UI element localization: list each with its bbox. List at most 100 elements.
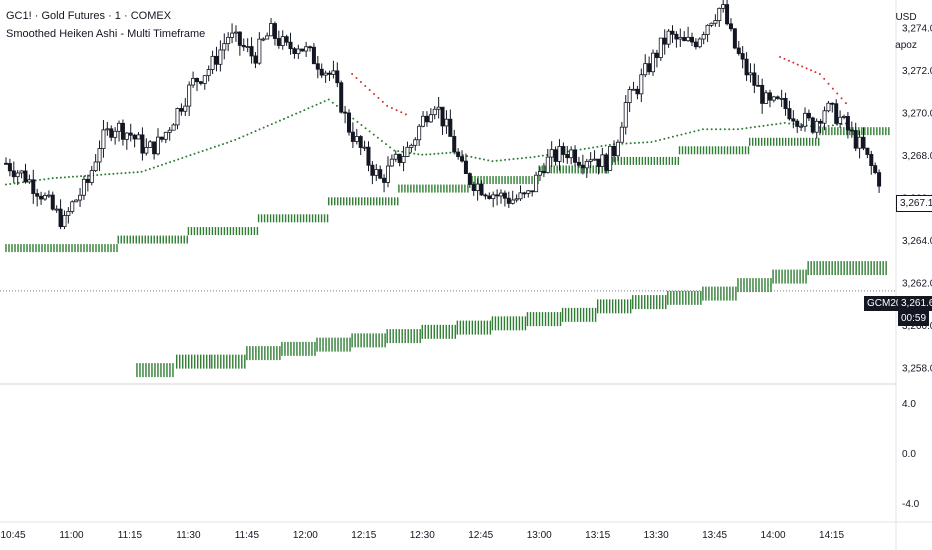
trail-dot-up — [389, 146, 392, 149]
candle-body — [795, 120, 800, 127]
trail-dot-up — [132, 171, 135, 174]
candle-body — [405, 146, 410, 157]
candle-body — [771, 96, 776, 101]
y-tick-label: 3,274.0 — [902, 23, 932, 34]
candle-body — [81, 178, 86, 196]
x-tick-label: 13:15 — [585, 530, 610, 541]
currency-label[interactable]: USD — [895, 12, 917, 23]
candle-body — [140, 134, 145, 154]
candle-body — [627, 89, 632, 103]
candle-body — [284, 36, 289, 43]
candle-body — [187, 84, 192, 107]
trail-dot-up — [728, 128, 731, 131]
trail-dot-up — [425, 153, 428, 156]
candle-body — [705, 24, 710, 35]
trail-dot-up — [152, 166, 155, 169]
trail-dot-up — [409, 151, 412, 154]
trail-dot-up — [715, 128, 718, 131]
candle-body — [545, 156, 550, 173]
trail-dot-down — [792, 61, 795, 64]
trail-dot-up — [401, 150, 404, 153]
trail-dot-down — [364, 84, 367, 87]
candle-body — [117, 122, 122, 132]
candle-body — [471, 184, 476, 192]
trail-dot-up — [169, 161, 172, 164]
trail-dot-up — [287, 116, 290, 119]
candle-body — [413, 139, 418, 146]
x-tick-label: 10:45 — [1, 530, 26, 541]
trail-dot-up — [376, 136, 379, 139]
candle-body — [643, 63, 648, 76]
candle-body — [651, 52, 656, 73]
trail-dot-up — [356, 120, 359, 123]
candle-body — [514, 198, 519, 201]
y-tick-label: 3,258.0 — [902, 363, 932, 374]
candle-body — [600, 154, 605, 167]
trail-dot-up — [39, 178, 42, 181]
candle-body — [499, 192, 504, 197]
candle-body — [682, 37, 687, 42]
trail-dot-up — [221, 143, 224, 146]
trail-dot-up — [520, 157, 523, 160]
trail-dot-up — [689, 131, 692, 134]
trail-dot-up — [282, 117, 285, 120]
candle-body — [214, 55, 219, 65]
trail-dot-up — [421, 153, 424, 156]
trail-dot-up — [51, 177, 54, 180]
candle-body — [269, 23, 274, 37]
countdown-tag: 00:59 — [898, 311, 930, 326]
candle-body — [222, 43, 227, 51]
trail-dot-up — [100, 173, 103, 176]
axis-tick-labels: 3,258.03,260.03,262.03,264.03,266.03,268… — [1, 23, 932, 541]
trail-dot-up — [258, 128, 261, 131]
trail-dot-up — [625, 142, 628, 145]
candle-body — [202, 75, 207, 84]
trail-dot-up — [487, 159, 490, 162]
x-tick-label: 11:00 — [59, 530, 84, 541]
candle-body — [744, 58, 749, 76]
trail-dot-up — [360, 124, 363, 127]
candle-body — [573, 149, 578, 163]
candle-body — [11, 170, 16, 178]
trail-dot-up — [667, 136, 670, 139]
candle-body — [218, 49, 223, 65]
trail-dot-up — [637, 141, 640, 144]
candle-body — [557, 146, 562, 162]
candle-body — [814, 120, 819, 133]
y-tick-label: 3,264.0 — [902, 236, 932, 247]
candle-body — [826, 102, 831, 112]
candle-body — [304, 46, 309, 52]
trail-dot-down — [823, 77, 826, 80]
trail-dot-up — [5, 183, 7, 186]
trail-dot-up — [197, 151, 200, 154]
indicator-name[interactable]: Smoothed Heiken Ashi - Multi Timeframe — [6, 28, 206, 40]
x-tick-label: 12:30 — [410, 530, 435, 541]
trail-dot-up — [437, 152, 440, 155]
trail-dot-up — [205, 148, 208, 151]
trail-dot-up — [47, 177, 50, 180]
trail-dot-up — [156, 165, 159, 168]
symbol-line[interactable]: GC1! · Gold Futures · 1 · COMEX — [6, 10, 172, 22]
last-price-tag: 3,267.1 — [896, 195, 932, 212]
trail-dot-up — [43, 178, 46, 181]
trail-dot-up — [478, 157, 481, 160]
candle-body — [78, 194, 83, 201]
trail-dot-up — [529, 156, 532, 159]
candle-body — [374, 169, 379, 176]
candle-body — [175, 108, 180, 126]
candle-body — [495, 194, 500, 197]
candle-body — [113, 130, 118, 138]
trail-dot-up — [525, 156, 528, 159]
trail-dot-up — [801, 124, 804, 127]
candle-body — [752, 72, 757, 86]
trail-dot-up — [80, 175, 83, 178]
scale-menu[interactable]: apoz — [895, 40, 917, 51]
trail-dot-up — [732, 128, 735, 131]
trail-dot-up — [663, 137, 666, 140]
candle-body — [869, 154, 874, 167]
trail-dot-up — [749, 126, 752, 129]
trail-dot-down — [381, 100, 384, 103]
candle-body — [194, 77, 199, 83]
